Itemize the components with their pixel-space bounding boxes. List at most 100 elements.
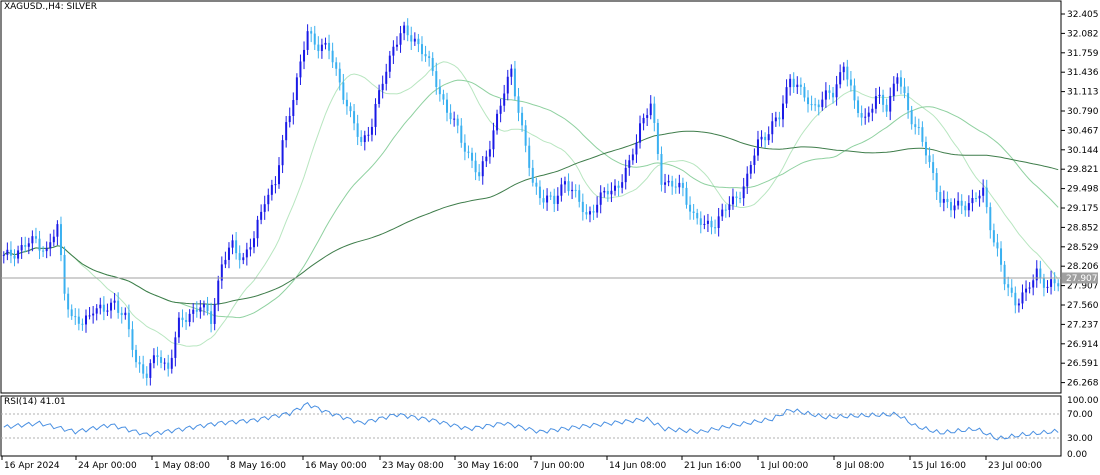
candle-body bbox=[217, 280, 220, 305]
candle-body bbox=[849, 79, 852, 86]
price-tick-label: 31.436 bbox=[1067, 68, 1099, 78]
price-tick-label: 28.529 bbox=[1067, 243, 1099, 253]
candle-body bbox=[642, 117, 645, 124]
candle-body bbox=[335, 62, 338, 69]
price-tick-label: 31.113 bbox=[1067, 88, 1099, 98]
candle-body bbox=[556, 195, 559, 204]
candle-body bbox=[56, 224, 59, 237]
price-tick-label: 31.759 bbox=[1067, 49, 1099, 59]
candle-body bbox=[1025, 288, 1028, 293]
candle-body bbox=[635, 142, 638, 155]
candle-body bbox=[363, 135, 366, 143]
candle-body bbox=[20, 245, 23, 251]
candle-body bbox=[260, 211, 263, 220]
candle-body bbox=[946, 198, 949, 203]
candle-body bbox=[785, 87, 788, 104]
candle-body bbox=[499, 105, 502, 114]
candle-body bbox=[428, 56, 431, 59]
candle-body bbox=[1042, 278, 1045, 288]
candle-body bbox=[424, 54, 427, 57]
candle-body bbox=[617, 185, 620, 188]
candle-body bbox=[1053, 279, 1056, 284]
candle-body bbox=[138, 362, 141, 365]
candle-body bbox=[328, 42, 331, 51]
rsi-level-label: 100.00 bbox=[1067, 396, 1099, 406]
candle-body bbox=[438, 86, 441, 95]
time-tick-label: 16 Apr 2024 bbox=[4, 461, 60, 471]
candle-body bbox=[370, 126, 373, 135]
candle-body bbox=[513, 68, 516, 97]
candle-body bbox=[982, 187, 985, 196]
candle-body bbox=[824, 90, 827, 100]
candle-body bbox=[953, 205, 956, 211]
candle-body bbox=[460, 125, 463, 143]
candle-body bbox=[924, 141, 927, 156]
candle-body bbox=[660, 153, 663, 185]
candle-body bbox=[674, 186, 677, 188]
candle-body bbox=[828, 90, 831, 93]
candle-body bbox=[88, 315, 91, 317]
candle-body bbox=[317, 44, 320, 52]
candle-body bbox=[395, 44, 398, 47]
candle-body bbox=[796, 84, 799, 88]
candle-body bbox=[592, 211, 595, 213]
candle-body bbox=[574, 189, 577, 191]
candle-body bbox=[789, 78, 792, 88]
candle-body bbox=[799, 84, 802, 87]
candle-body bbox=[206, 304, 209, 312]
candle-body bbox=[1000, 248, 1003, 265]
candle-body bbox=[721, 209, 724, 217]
time-axis[interactable]: 16 Apr 2024 24 Apr 00:00 1 May 08:00 8 May … bbox=[1, 456, 1042, 471]
candle-body bbox=[2, 254, 5, 256]
candle-body bbox=[227, 247, 230, 260]
candle-body bbox=[274, 184, 277, 186]
candle-body bbox=[392, 46, 395, 56]
candle-body bbox=[242, 257, 245, 261]
price-tick-label: 32.405 bbox=[1067, 10, 1099, 20]
candle-body bbox=[703, 223, 706, 225]
candle-body bbox=[864, 116, 867, 118]
candle-body bbox=[724, 209, 727, 211]
candle-body bbox=[585, 212, 588, 215]
candle-body bbox=[624, 167, 627, 183]
candle-body bbox=[957, 200, 960, 206]
candle-body bbox=[639, 123, 642, 143]
candle-body bbox=[102, 304, 105, 312]
candle-body bbox=[374, 103, 377, 127]
candle-body bbox=[942, 198, 945, 203]
candle-body bbox=[213, 304, 216, 324]
candle-body bbox=[975, 198, 978, 200]
candle-body bbox=[928, 155, 931, 163]
candle-body bbox=[664, 182, 667, 185]
time-tick-label: 8 Jul 08:00 bbox=[836, 461, 885, 471]
candle-body bbox=[127, 312, 130, 330]
price-axis[interactable]: 32.405 32.082 31.759 31.436 31.113 30.790 30.4… bbox=[1061, 10, 1099, 389]
time-tick-label: 30 May 16:00 bbox=[457, 461, 519, 471]
candle-body bbox=[610, 190, 613, 195]
candle-body bbox=[832, 92, 835, 98]
candle-body bbox=[188, 313, 191, 322]
candle-body bbox=[689, 204, 692, 212]
candle-body bbox=[349, 106, 352, 112]
price-tick-label: 30.144 bbox=[1067, 146, 1099, 156]
candle-body bbox=[170, 357, 173, 369]
time-tick-label: 15 Jul 16:00 bbox=[912, 461, 966, 471]
candle-body bbox=[70, 309, 73, 317]
candle-body bbox=[517, 96, 520, 113]
price-tick-label: 29.498 bbox=[1067, 185, 1099, 195]
candle-body bbox=[531, 167, 534, 183]
candle-body bbox=[131, 329, 134, 350]
candle-body bbox=[992, 230, 995, 243]
candle-body bbox=[31, 236, 34, 244]
time-tick-label: 14 Jun 08:00 bbox=[609, 461, 666, 471]
candle-body bbox=[538, 186, 541, 199]
candle-body bbox=[420, 44, 423, 55]
time-tick-label: 8 May 16:00 bbox=[230, 461, 286, 471]
ma-slow-line bbox=[3, 130, 1059, 305]
candle-body bbox=[567, 181, 570, 192]
rsi-plot-frame bbox=[0, 395, 1062, 457]
candle-body bbox=[163, 362, 166, 364]
current-price-tag bbox=[1062, 272, 1098, 284]
